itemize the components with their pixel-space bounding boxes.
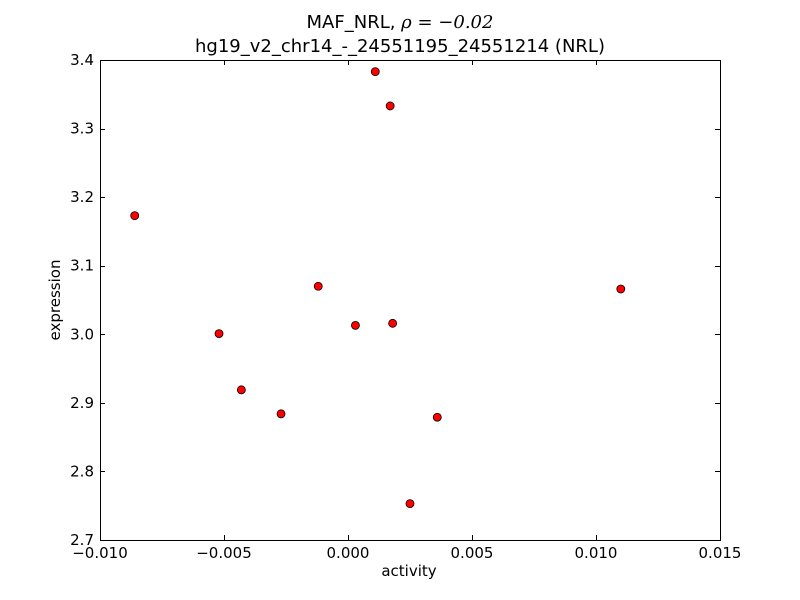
plot-frame: [100, 60, 721, 541]
data-point: [432, 412, 442, 422]
data-point: [276, 409, 286, 419]
y-tick-label: 3.2: [70, 188, 94, 206]
x-tick-label: 0.005: [451, 544, 494, 562]
data-point: [236, 385, 246, 395]
y-tick-label: 3.0: [70, 325, 94, 343]
y-tick-label: 2.9: [70, 394, 94, 412]
x-tick-label: 0.000: [327, 544, 370, 562]
chart-title-text: MAF_NRL,: [306, 12, 402, 33]
x-tick-label: −0.010: [72, 544, 128, 562]
y-tick-label: 3.4: [70, 51, 94, 69]
data-points: [130, 67, 626, 509]
data-point: [214, 329, 224, 339]
y-tick-label: 2.8: [70, 462, 94, 480]
chart-subtitle: hg19_v2_chr14_-_24551195_24551214 (NRL): [195, 36, 605, 57]
data-point: [405, 499, 415, 509]
y-tick-label: 3.3: [70, 120, 94, 138]
axis-ticks: −0.010 −0.005 0.000 0.005 0.010 0.015 2.7 2.8 2.…: [70, 51, 741, 562]
x-tick-label: −0.005: [196, 544, 252, 562]
data-point: [313, 281, 323, 291]
y-axis-label: expression: [46, 259, 64, 341]
data-point: [388, 318, 398, 328]
x-tick-label: 0.010: [575, 544, 618, 562]
y-tick-label: 3.1: [70, 257, 94, 275]
chart-title: MAF_NRL, ρ = −0.02: [0, 12, 800, 33]
data-point: [130, 211, 140, 221]
data-point: [351, 320, 360, 330]
x-axis-label: activity: [381, 562, 437, 580]
y-tick-label: 2.7: [70, 531, 94, 549]
chart-title-rho: ρ = −0.02: [401, 12, 494, 33]
data-point: [616, 284, 626, 294]
data-point: [370, 67, 380, 77]
x-tick-label: 0.015: [699, 544, 742, 562]
data-point: [385, 101, 395, 111]
